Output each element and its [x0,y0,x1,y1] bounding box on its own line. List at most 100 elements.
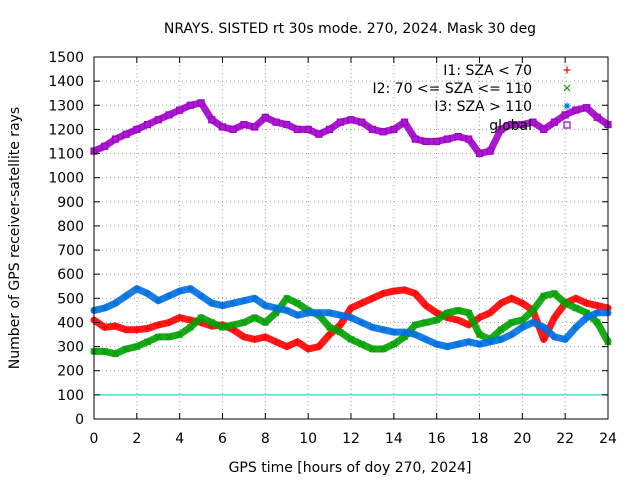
data-point [111,350,119,358]
data-point [497,326,505,334]
x-tick-label: 6 [218,431,227,447]
data-point [165,111,173,119]
data-point [336,321,344,329]
data-point [272,118,280,126]
grid [94,57,608,419]
data-point [133,326,141,334]
data-point [325,125,334,134]
y-axis-label: Number of GPS receiver-satellite rays [7,107,23,369]
data-point [390,287,398,295]
data-point [476,314,483,322]
data-point [294,299,301,307]
data-point [508,294,516,302]
data-point [540,335,548,343]
series-3 [90,99,612,158]
data-point [358,299,366,307]
data-point [550,118,559,126]
data-point [550,333,558,341]
y-tick-label: 1300 [48,98,84,114]
data-point [582,104,591,112]
data-point [240,297,248,305]
series-trace-3 [90,99,612,157]
legend-marker [563,84,571,92]
data-point [561,335,569,343]
data-point [101,348,109,355]
data-point [583,314,591,322]
data-point [368,125,377,134]
x-tick-labels: 0 2 4 6 8 10 12 14 16 18 20 22 24 [90,431,617,447]
data-point [293,125,302,134]
data-point [518,120,526,129]
data-point [336,328,344,336]
data-point [272,338,280,346]
x-tick-label: 0 [90,431,99,447]
data-point [144,325,152,332]
data-point [304,345,312,353]
data-point [593,302,601,310]
data-point [165,333,173,341]
series-2 [90,285,612,351]
data-point [550,314,558,322]
data-point [101,142,109,150]
data-point [443,309,451,317]
data-point [154,333,162,341]
data-point [208,319,216,326]
data-point [336,311,344,319]
data-point [497,125,505,134]
data-point [101,304,109,312]
data-point [486,338,494,346]
data-point [433,340,441,348]
data-point [390,328,398,336]
data-point [572,294,580,302]
data-point [304,309,312,317]
data-point [219,323,226,331]
data-point [347,304,355,312]
data-point [497,299,505,307]
data-point [411,331,419,339]
data-point [358,318,366,326]
data-point [486,309,494,317]
data-point [422,335,430,343]
y-tick-label: 600 [57,267,84,283]
data-point [411,290,419,298]
data-point [165,292,173,300]
data-point [422,319,430,326]
data-point [358,118,366,126]
legend-label: I2: 70 <= SZA <= 110 [372,81,532,97]
x-tick-label: 8 [261,431,270,447]
y-tick-label: 1200 [48,122,84,138]
x-tick-label: 12 [342,431,360,447]
data-point [218,123,227,131]
data-point [293,311,301,319]
data-point [465,338,473,346]
data-point [358,340,366,348]
data-point [465,135,473,143]
data-point [400,118,409,126]
data-point [486,147,494,155]
data-point [465,309,473,317]
data-point [315,130,323,138]
data-point [508,319,516,326]
data-point [208,116,216,124]
legend-marker [563,121,571,129]
data-point [197,292,205,300]
data-point [593,309,601,317]
data-point [583,299,591,307]
series-layer [90,99,612,358]
data-point [144,290,152,298]
data-point [197,314,205,322]
data-point [540,323,548,331]
data-point [251,294,259,302]
data-point [433,309,441,317]
y-tick-label: 800 [57,219,84,235]
data-point [122,292,130,300]
data-point [572,304,580,312]
data-point [379,345,387,353]
data-point [176,287,184,295]
legend-label: global [489,118,532,134]
data-point [122,326,130,334]
data-point [165,318,173,326]
data-point [208,299,216,307]
y-tick-label: 0 [75,412,84,428]
data-point [518,323,526,331]
